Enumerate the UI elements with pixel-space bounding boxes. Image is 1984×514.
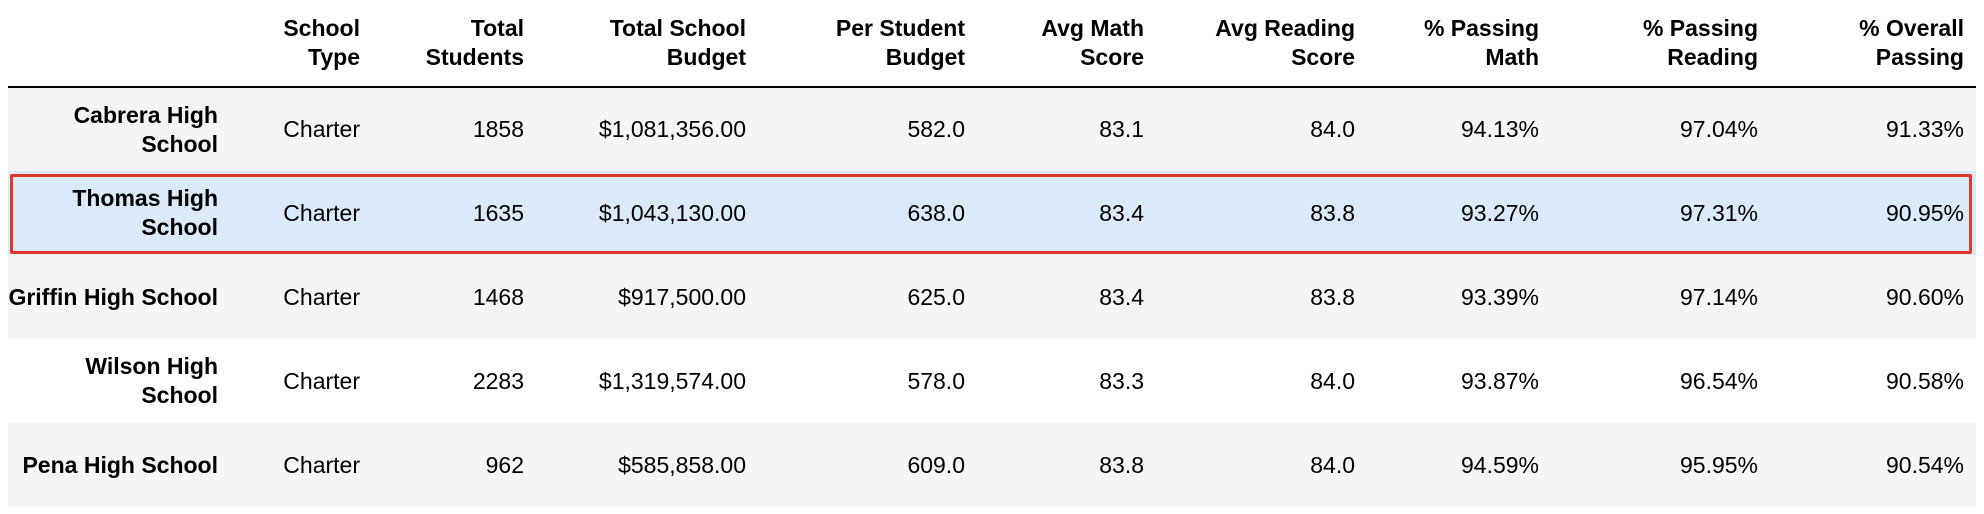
column-header-passing-reading: % Passing Reading [1551, 0, 1770, 88]
column-header-passing-math: % Passing Math [1367, 0, 1551, 88]
column-header-avg-reading-score: Avg Reading Score [1156, 0, 1367, 88]
per-student-budget-cell: 578.0 [907, 367, 965, 394]
school-type-cell: Charter [283, 283, 360, 310]
avg-reading-cell: 83.8 [1310, 199, 1355, 226]
avg-math-cell: 83.1 [1099, 116, 1144, 142]
school-name: Griffin High School [8, 283, 218, 310]
school-type-cell: Charter [283, 367, 360, 394]
total-students-cell: 1635 [472, 199, 524, 226]
school-type-cell: Charter [283, 116, 360, 142]
header-row: School Type Total Students Total School … [8, 0, 1976, 88]
passing-reading-cell: 97.31% [1679, 199, 1758, 226]
passing-math-cell: 93.87% [1460, 367, 1539, 394]
column-header-total-students: Total Students [372, 0, 536, 88]
total-budget-cell: $1,081,356.00 [598, 116, 746, 142]
passing-reading-cell: 95.95% [1679, 451, 1758, 478]
avg-math-cell: 83.4 [1099, 283, 1144, 310]
avg-reading-cell: 84.0 [1310, 367, 1355, 394]
column-header-total-school-budget: Total School Budget [536, 0, 758, 88]
avg-reading-cell: 84.0 [1310, 116, 1355, 142]
overall-passing-cell: 90.58% [1885, 367, 1964, 394]
total-budget-cell: $1,319,574.00 [598, 367, 746, 394]
overall-passing-cell: 90.54% [1885, 451, 1964, 478]
table-header: School Type Total Students Total School … [8, 0, 1976, 88]
column-header-per-student-budget: Per Student Budget [758, 0, 977, 88]
school-summary-table: School Type Total Students Total School … [8, 0, 1976, 507]
per-student-budget-cell: 638.0 [907, 199, 965, 226]
column-header-overall-passing: % Overall Passing [1770, 0, 1976, 88]
per-student-budget-cell: 609.0 [907, 451, 965, 478]
table-row[interactable]: Wilson High School Charter 2283 $1,319,5… [8, 339, 1976, 423]
passing-math-cell: 94.59% [1460, 451, 1539, 478]
table-row[interactable]: Pena High School Charter 962 $585,858.00… [8, 423, 1976, 507]
passing-math-cell: 93.27% [1460, 199, 1539, 226]
column-header-avg-math-score: Avg Math Score [977, 0, 1156, 88]
total-budget-cell: $917,500.00 [618, 283, 746, 310]
avg-math-cell: 83.8 [1099, 451, 1144, 478]
school-name: Pena High School [22, 451, 218, 478]
column-header-index [8, 0, 230, 88]
passing-reading-cell: 96.54% [1679, 367, 1758, 394]
table-row[interactable]: Cabrera High School Charter 1858 $1,081,… [8, 87, 1976, 171]
per-student-budget-cell: 582.0 [907, 116, 965, 142]
overall-passing-cell: 91.33% [1885, 116, 1964, 142]
avg-math-cell: 83.4 [1099, 199, 1144, 226]
table-body: Cabrera High School Charter 1858 $1,081,… [8, 87, 1976, 507]
school-name: Wilson High School [85, 353, 218, 408]
passing-math-cell: 93.39% [1460, 283, 1539, 310]
per-student-budget-cell: 625.0 [907, 283, 965, 310]
overall-passing-cell: 90.60% [1885, 283, 1964, 310]
passing-reading-cell: 97.14% [1679, 283, 1758, 310]
avg-reading-cell: 83.8 [1310, 283, 1355, 310]
avg-reading-cell: 84.0 [1310, 451, 1355, 478]
school-name: Cabrera High School [73, 101, 218, 157]
total-students-cell: 1858 [472, 116, 524, 142]
avg-math-cell: 83.3 [1099, 367, 1144, 394]
school-type-cell: Charter [283, 199, 360, 226]
table-row[interactable]: Griffin High School Charter 1468 $917,50… [8, 255, 1976, 339]
column-header-school-type: School Type [230, 0, 372, 88]
passing-reading-cell: 97.04% [1679, 116, 1758, 142]
school-type-cell: Charter [283, 451, 360, 478]
passing-math-cell: 94.13% [1460, 116, 1539, 142]
total-students-cell: 2283 [472, 367, 524, 394]
overall-passing-cell: 90.95% [1885, 199, 1964, 226]
total-students-cell: 962 [485, 451, 524, 478]
school-name: Thomas High School [72, 185, 218, 240]
total-budget-cell: $585,858.00 [618, 451, 746, 478]
table-row-selected[interactable]: Thomas High School Charter 1635 $1,043,1… [8, 171, 1976, 255]
total-students-cell: 1468 [472, 283, 524, 310]
total-budget-cell: $1,043,130.00 [598, 199, 746, 226]
